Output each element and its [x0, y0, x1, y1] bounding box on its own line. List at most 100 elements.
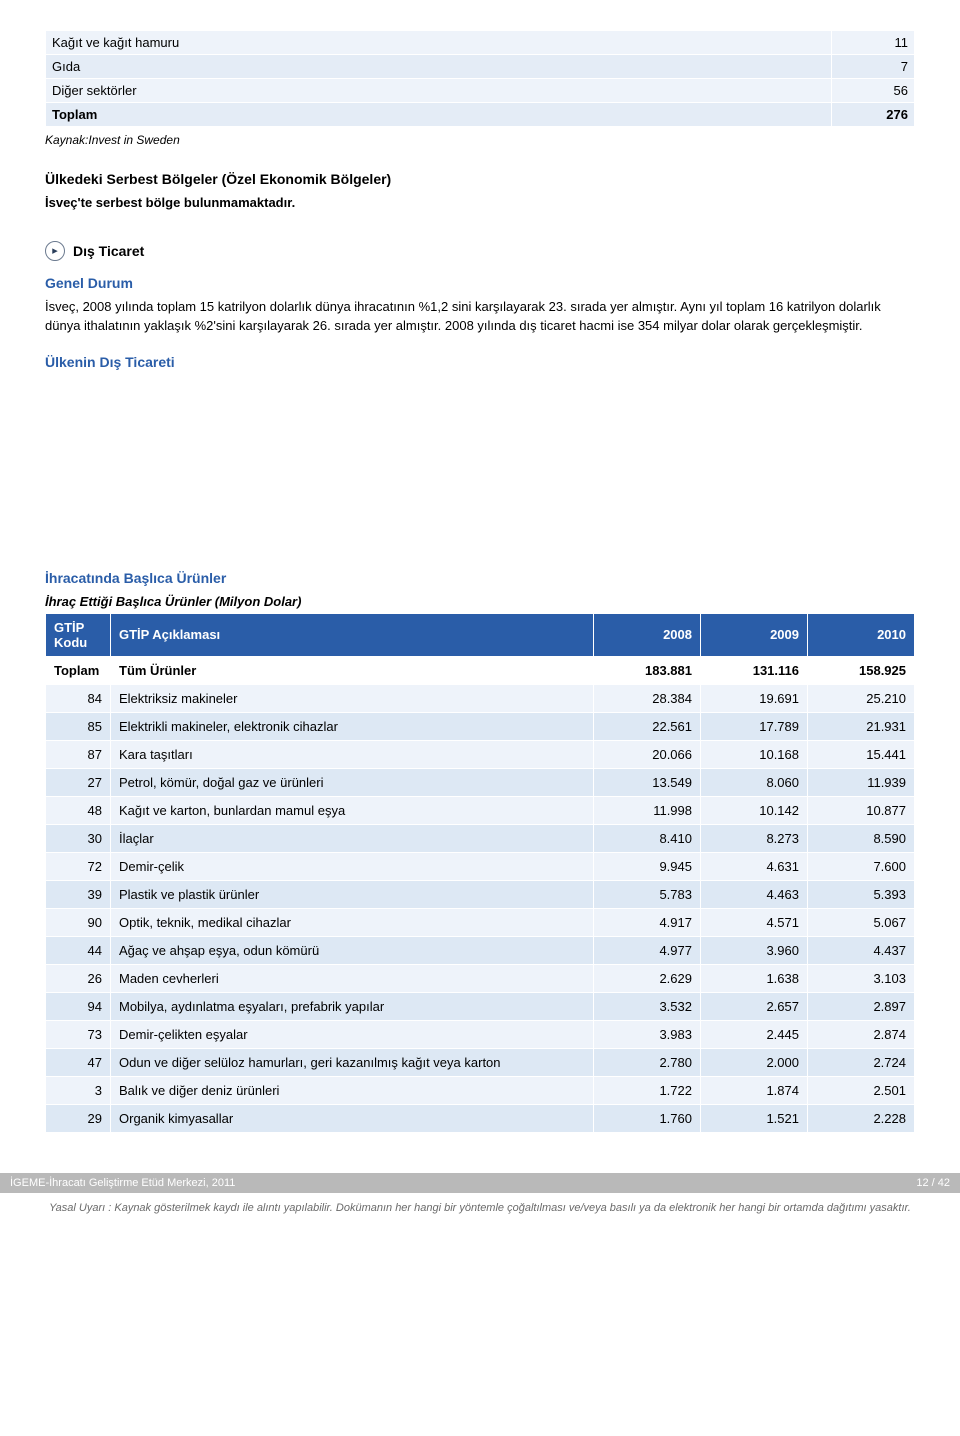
value-2009: 1.638 [701, 964, 808, 992]
value-2009: 2.000 [701, 1048, 808, 1076]
value-2008: 4.977 [594, 936, 701, 964]
sector-label: Gıda [46, 55, 832, 79]
value-2008: 3.532 [594, 992, 701, 1020]
general-status-heading: Genel Durum [45, 275, 915, 291]
value-2010: 15.441 [808, 740, 915, 768]
sector-value: 11 [832, 31, 915, 55]
total-label-1: Toplam [46, 656, 111, 684]
gtip-code: 84 [46, 684, 111, 712]
export-subtitle: İhraç Ettiği Başlıca Ürünler (Milyon Dol… [45, 594, 915, 609]
sector-table: Kağıt ve kağıt hamuru 11 Gıda 7 Diğer se… [45, 30, 915, 127]
total-v3: 158.925 [808, 656, 915, 684]
value-2008: 8.410 [594, 824, 701, 852]
gtip-desc: Mobilya, aydınlatma eşyaları, prefabrik … [111, 992, 594, 1020]
value-2010: 5.067 [808, 908, 915, 936]
gtip-desc: Optik, teknik, medikal cihazlar [111, 908, 594, 936]
total-value: 276 [832, 103, 915, 127]
export-total-row: Toplam Tüm Ürünler 183.881 131.116 158.9… [46, 656, 915, 684]
footer-right: 12 / 42 [916, 1177, 950, 1189]
table-total-row: Toplam 276 [46, 103, 915, 127]
value-2008: 28.384 [594, 684, 701, 712]
value-2010: 2.228 [808, 1104, 915, 1132]
export-table-header: GTİP Kodu GTİP Açıklaması 2008 2009 2010 [46, 613, 915, 656]
value-2010: 21.931 [808, 712, 915, 740]
value-2008: 11.998 [594, 796, 701, 824]
value-2010: 2.874 [808, 1020, 915, 1048]
sector-label: Kağıt ve kağıt hamuru [46, 31, 832, 55]
col-year-2008: 2008 [594, 613, 701, 656]
value-2010: 4.437 [808, 936, 915, 964]
value-2009: 4.631 [701, 852, 808, 880]
export-products-heading: İhracatında Başlıca Ürünler [45, 570, 915, 586]
value-2009: 8.273 [701, 824, 808, 852]
table-row: 26Maden cevherleri2.6291.6383.103 [46, 964, 915, 992]
value-2008: 13.549 [594, 768, 701, 796]
value-2008: 3.983 [594, 1020, 701, 1048]
value-2009: 10.142 [701, 796, 808, 824]
value-2008: 2.629 [594, 964, 701, 992]
gtip-desc: Kağıt ve karton, bunlardan mamul eşya [111, 796, 594, 824]
gtip-desc: Odun ve diğer selüloz hamurları, geri ka… [111, 1048, 594, 1076]
col-gtip-code: GTİP Kodu [46, 613, 111, 656]
legal-notice: Yasal Uyarı : Kaynak gösterilmek kaydı i… [0, 1193, 960, 1236]
value-2010: 7.600 [808, 852, 915, 880]
total-label-2: Tüm Ürünler [111, 656, 594, 684]
free-zones-text: İsveç'te serbest bölge bulunmamaktadır. [45, 193, 915, 213]
gtip-code: 73 [46, 1020, 111, 1048]
value-2009: 2.657 [701, 992, 808, 1020]
table-row: 84Elektriksiz makineler28.38419.69125.21… [46, 684, 915, 712]
table-row: 27Petrol, kömür, doğal gaz ve ürünleri13… [46, 768, 915, 796]
gtip-desc: Elektrikli makineler, elektronik cihazla… [111, 712, 594, 740]
gtip-code: 94 [46, 992, 111, 1020]
sector-value: 56 [832, 79, 915, 103]
table-row: 29Organik kimyasallar1.7601.5212.228 [46, 1104, 915, 1132]
foreign-trade-section: ▸ Dış Ticaret [45, 241, 915, 261]
export-table: GTİP Kodu GTİP Açıklaması 2008 2009 2010… [45, 613, 915, 1133]
gtip-desc: Demir-çelikten eşyalar [111, 1020, 594, 1048]
table-row: 39Plastik ve plastik ürünler5.7834.4635.… [46, 880, 915, 908]
value-2009: 10.168 [701, 740, 808, 768]
table-row: 47Odun ve diğer selüloz hamurları, geri … [46, 1048, 915, 1076]
gtip-desc: Organik kimyasallar [111, 1104, 594, 1132]
value-2009: 1.874 [701, 1076, 808, 1104]
gtip-desc: Balık ve diğer deniz ürünleri [111, 1076, 594, 1104]
value-2009: 4.463 [701, 880, 808, 908]
value-2008: 1.722 [594, 1076, 701, 1104]
table-row: Kağıt ve kağıt hamuru 11 [46, 31, 915, 55]
value-2009: 2.445 [701, 1020, 808, 1048]
table-row: 48Kağıt ve karton, bunlardan mamul eşya1… [46, 796, 915, 824]
source-text: Kaynak:Invest in Sweden [45, 133, 915, 147]
table-row: 90Optik, teknik, medikal cihazlar4.9174.… [46, 908, 915, 936]
value-2009: 8.060 [701, 768, 808, 796]
gtip-desc: Plastik ve plastik ürünler [111, 880, 594, 908]
gtip-code: 3 [46, 1076, 111, 1104]
gtip-desc: Ağaç ve ahşap eşya, odun kömürü [111, 936, 594, 964]
table-row: 3Balık ve diğer deniz ürünleri1.7221.874… [46, 1076, 915, 1104]
gtip-code: 48 [46, 796, 111, 824]
total-v2: 131.116 [701, 656, 808, 684]
value-2010: 5.393 [808, 880, 915, 908]
value-2009: 4.571 [701, 908, 808, 936]
gtip-code: 85 [46, 712, 111, 740]
table-row: 85Elektrikli makineler, elektronik cihaz… [46, 712, 915, 740]
gtip-code: 44 [46, 936, 111, 964]
footer-left: İGEME-İhracatı Geliştirme Etüd Merkezi, … [10, 1177, 235, 1189]
gtip-code: 90 [46, 908, 111, 936]
gtip-desc: Demir-çelik [111, 852, 594, 880]
value-2008: 2.780 [594, 1048, 701, 1076]
table-row: 73Demir-çelikten eşyalar3.9832.4452.874 [46, 1020, 915, 1048]
value-2008: 4.917 [594, 908, 701, 936]
table-row: 44Ağaç ve ahşap eşya, odun kömürü4.9773.… [46, 936, 915, 964]
table-row: Gıda 7 [46, 55, 915, 79]
value-2008: 20.066 [594, 740, 701, 768]
gtip-code: 30 [46, 824, 111, 852]
table-row: 94Mobilya, aydınlatma eşyaları, prefabri… [46, 992, 915, 1020]
col-year-2010: 2010 [808, 613, 915, 656]
col-gtip-desc: GTİP Açıklaması [111, 613, 594, 656]
value-2010: 2.897 [808, 992, 915, 1020]
value-2009: 17.789 [701, 712, 808, 740]
general-status-text: İsveç, 2008 yılında toplam 15 katrilyon … [45, 297, 915, 336]
table-row: Diğer sektörler 56 [46, 79, 915, 103]
value-2010: 11.939 [808, 768, 915, 796]
value-2010: 25.210 [808, 684, 915, 712]
